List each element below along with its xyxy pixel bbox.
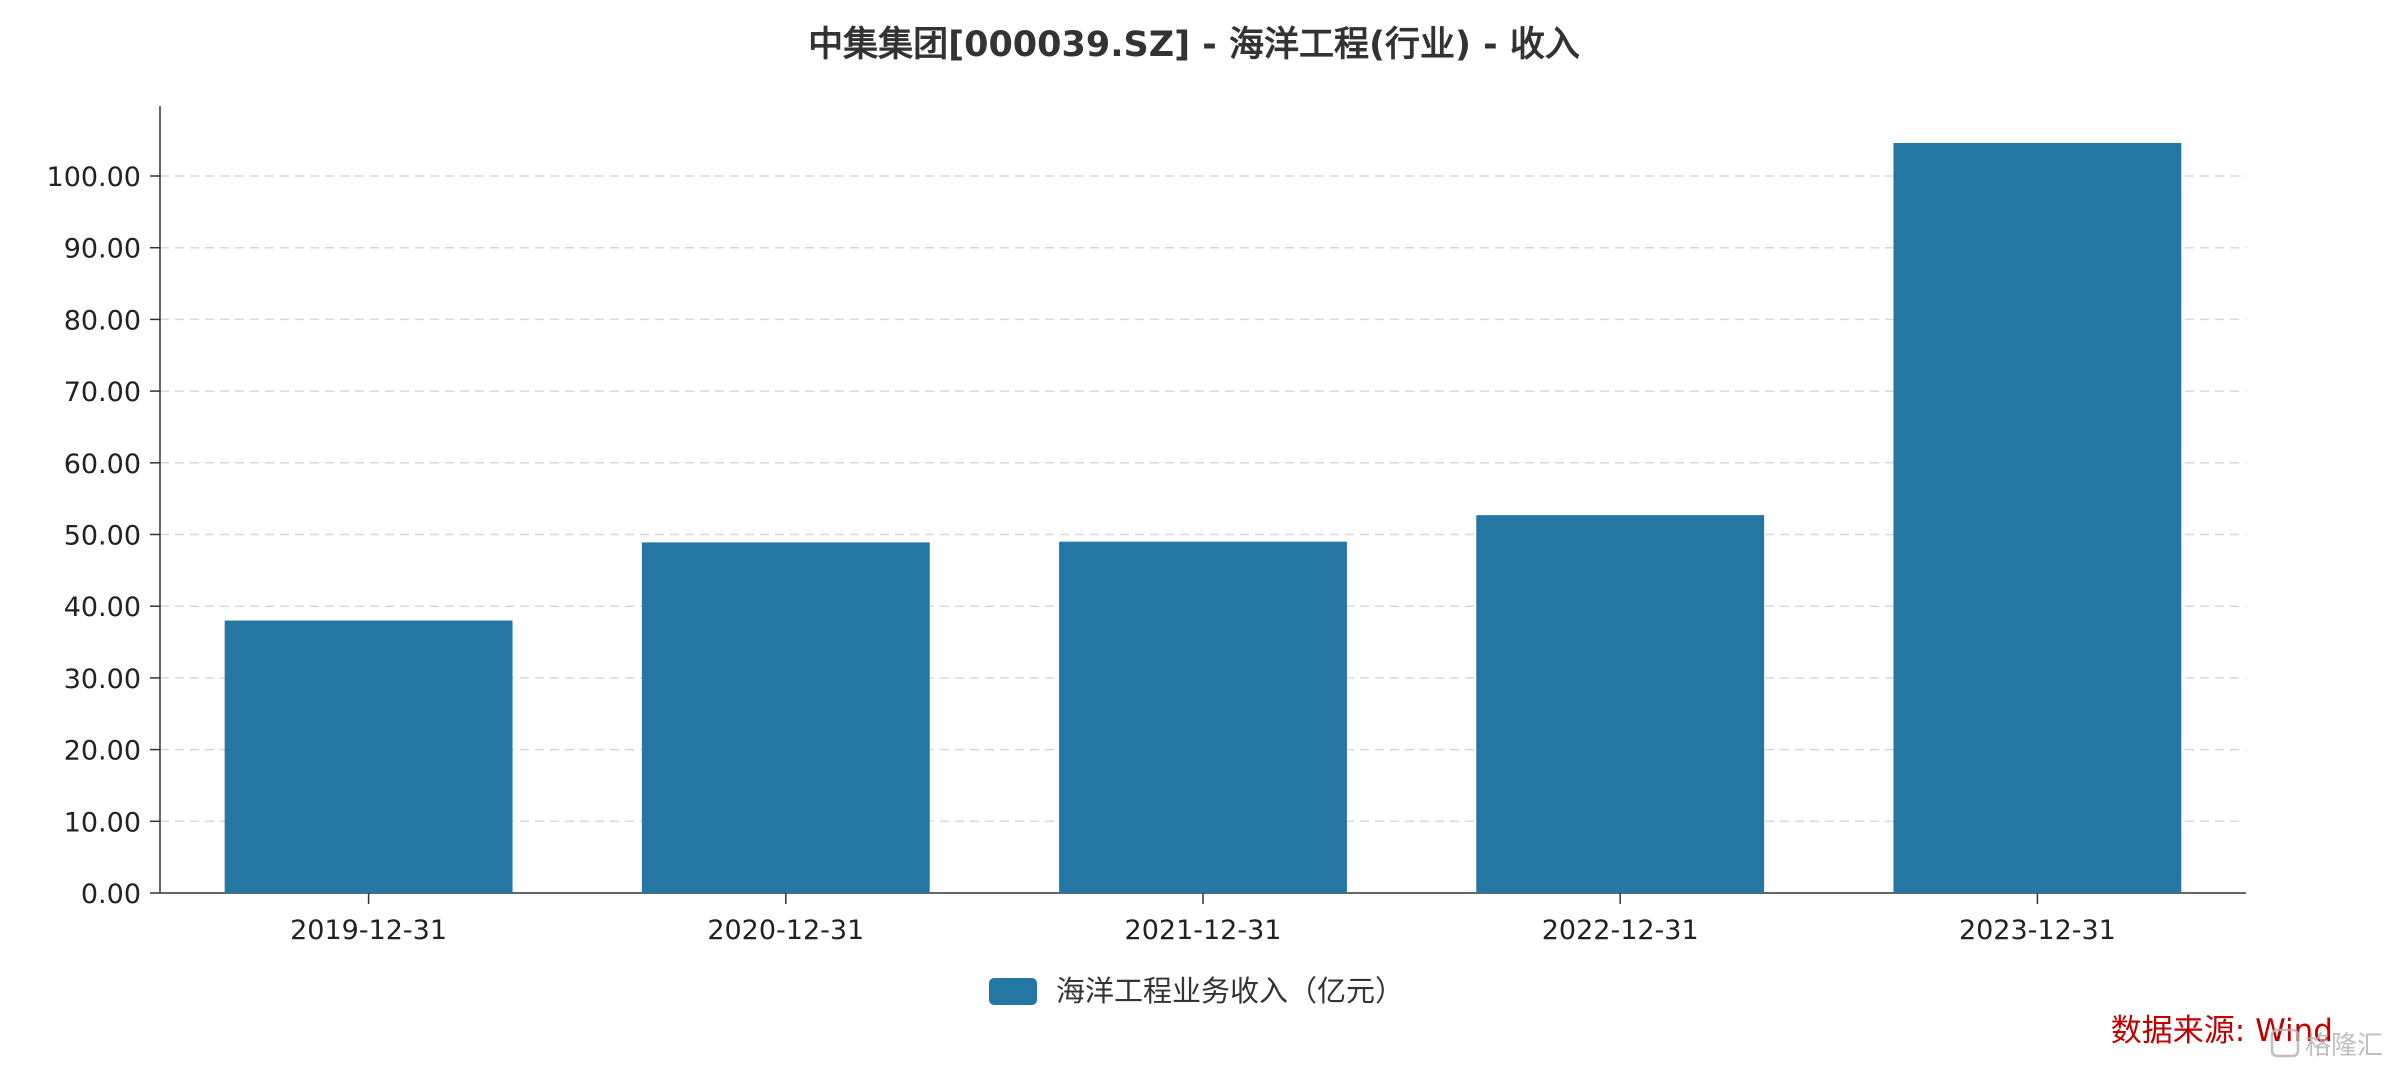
y-tick-label: 90.00 — [64, 234, 141, 265]
y-tick-label: 30.00 — [64, 664, 141, 695]
bar-2022-12-31 — [1476, 515, 1765, 893]
y-tick-label: 10.00 — [64, 807, 141, 838]
y-tick-label: 70.00 — [64, 377, 141, 408]
legend: 海洋工程业务收入（亿元） — [989, 974, 1404, 1008]
y-axis: 0.00 10.00 20.00 30.00 40.00 50.00 60.00 70.00 8… — [47, 106, 161, 910]
x-tick-label: 2021-12-31 — [1125, 915, 1282, 946]
bar-2019-12-31 — [224, 620, 513, 893]
x-tick-label: 2019-12-31 — [290, 915, 447, 946]
bar-2023-12-31 — [1893, 143, 2182, 893]
bar-2020-12-31 — [641, 542, 930, 893]
legend-swatch — [989, 978, 1037, 1005]
x-tick-label: 2023-12-31 — [1959, 915, 2116, 946]
bar-2021-12-31 — [1059, 541, 1347, 893]
watermark-logo-icon — [2270, 1028, 2300, 1058]
x-tick-label: 2020-12-31 — [707, 915, 864, 946]
y-tick-label: 20.00 — [64, 736, 141, 767]
bar-series — [224, 143, 2182, 893]
y-tick-label: 40.00 — [64, 592, 141, 623]
chart-title: 中集集团[000039.SZ] - 海洋工程(行业) - 收入 — [808, 25, 1580, 65]
y-tick-label: 100.00 — [47, 162, 141, 193]
source-note: 数据来源: Wind — [2111, 1013, 2333, 1049]
y-tick-label: 0.00 — [81, 879, 141, 910]
x-tick-label: 2022-12-31 — [1542, 915, 1699, 946]
x-axis: 2019-12-31 2020-12-31 2021-12-31 2022-12-31… — [160, 892, 2246, 946]
y-tick-label: 50.00 — [64, 521, 141, 552]
y-tick-label: 80.00 — [64, 305, 141, 336]
watermark-text: 格隆汇 — [2305, 1031, 2383, 1061]
legend-label: 海洋工程业务收入（亿元） — [1056, 974, 1404, 1008]
y-tick-label: 60.00 — [64, 449, 141, 480]
watermark: 格隆汇 — [2270, 1028, 2383, 1061]
